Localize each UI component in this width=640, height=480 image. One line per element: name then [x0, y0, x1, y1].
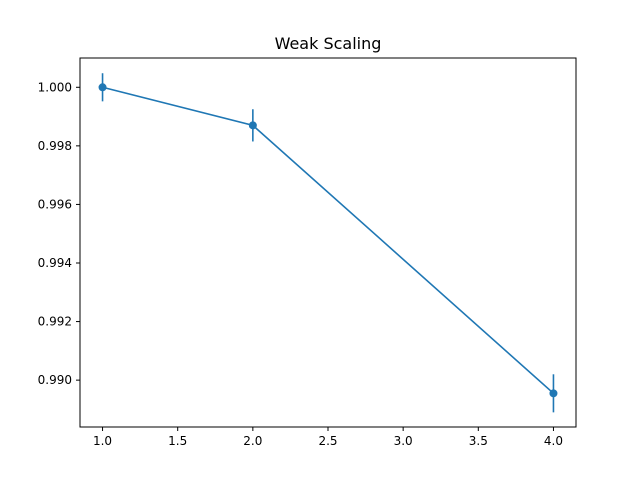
x-tick-label: 2.0	[243, 434, 262, 448]
x-tick-label: 3.0	[394, 434, 413, 448]
data-point	[248, 121, 257, 130]
series-layer	[98, 73, 558, 413]
x-tick-label: 1.0	[93, 434, 112, 448]
y-tick-label: 0.990	[38, 373, 72, 387]
x-tick-label: 4.0	[544, 434, 563, 448]
series-line	[102, 86, 554, 394]
x-axis: 1.0 1.5 2.0 2.5 3.0 3.5 4.0	[93, 427, 563, 448]
y-tick-label: 0.996	[38, 197, 72, 211]
y-tick-label: 0.992	[38, 315, 72, 329]
chart-title: Weak Scaling	[275, 34, 382, 53]
plot-area-frame	[79, 57, 577, 428]
x-tick-label: 1.5	[168, 434, 187, 448]
data-point	[98, 83, 107, 92]
y-tick-label: 0.998	[38, 139, 72, 153]
x-tick-label: 3.5	[469, 434, 488, 448]
data-point	[549, 389, 558, 398]
y-tick-label: 0.994	[38, 256, 72, 270]
y-tick-label: 1.000	[38, 80, 72, 94]
y-axis: 0.990 0.992 0.994 0.996 0.998 1.000	[38, 80, 80, 387]
x-tick-label: 2.5	[318, 434, 337, 448]
